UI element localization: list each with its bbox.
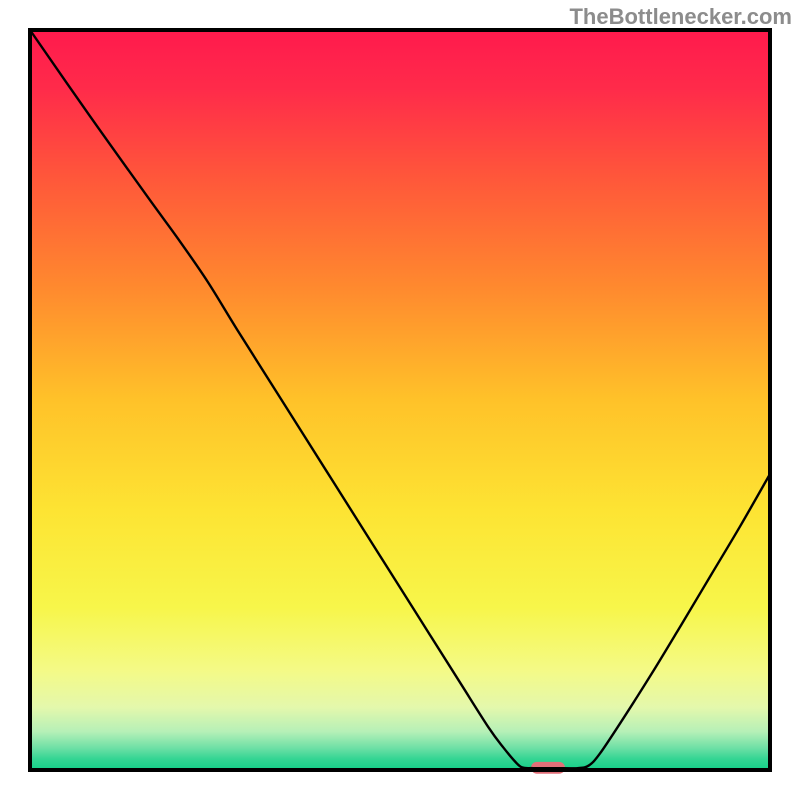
heat-gradient-background <box>30 30 770 770</box>
bottleneck-chart <box>0 0 800 800</box>
